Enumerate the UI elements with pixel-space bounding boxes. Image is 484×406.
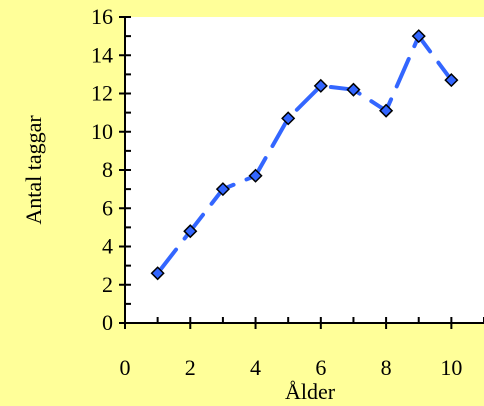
x-tick-label: 8 (381, 355, 392, 380)
data-point-marker (379, 103, 394, 118)
data-point-marker (313, 78, 328, 93)
x-tick-label: 10 (440, 355, 462, 380)
x-axis-title: Ålder (285, 379, 336, 404)
y-tick-label: 16 (91, 4, 113, 29)
x-tick-label: 0 (120, 355, 131, 380)
data-point-marker (444, 73, 459, 88)
data-point-marker (346, 82, 361, 97)
y-tick-label: 2 (102, 272, 113, 297)
y-tick-label: 0 (102, 310, 113, 335)
x-tick-label: 2 (185, 355, 196, 380)
plot-area (125, 17, 484, 323)
x-tick-label: 4 (250, 355, 261, 380)
x-tick-label: 6 (315, 355, 326, 380)
axes-layer (119, 16, 484, 329)
data-point-marker (215, 182, 230, 197)
y-tick-label: 8 (102, 157, 113, 182)
data-point-marker (411, 29, 426, 44)
series-line (155, 34, 454, 276)
y-axis-title: Antal taggar (21, 115, 46, 225)
y-tick-label: 12 (91, 81, 113, 106)
y-tick-label: 6 (102, 195, 113, 220)
data-point-marker (150, 266, 165, 281)
labels-layer: 0 2 4 6 8 10 12 14 16 0 2 4 6 8 10 (91, 4, 462, 380)
y-tick-label: 10 (91, 119, 113, 144)
y-tick-label: 14 (91, 42, 113, 67)
y-tick-label: 4 (102, 234, 113, 259)
data-point-marker (183, 224, 198, 239)
data-point-marker (248, 168, 263, 183)
data-point-marker (281, 111, 296, 126)
series-layer (150, 29, 459, 281)
